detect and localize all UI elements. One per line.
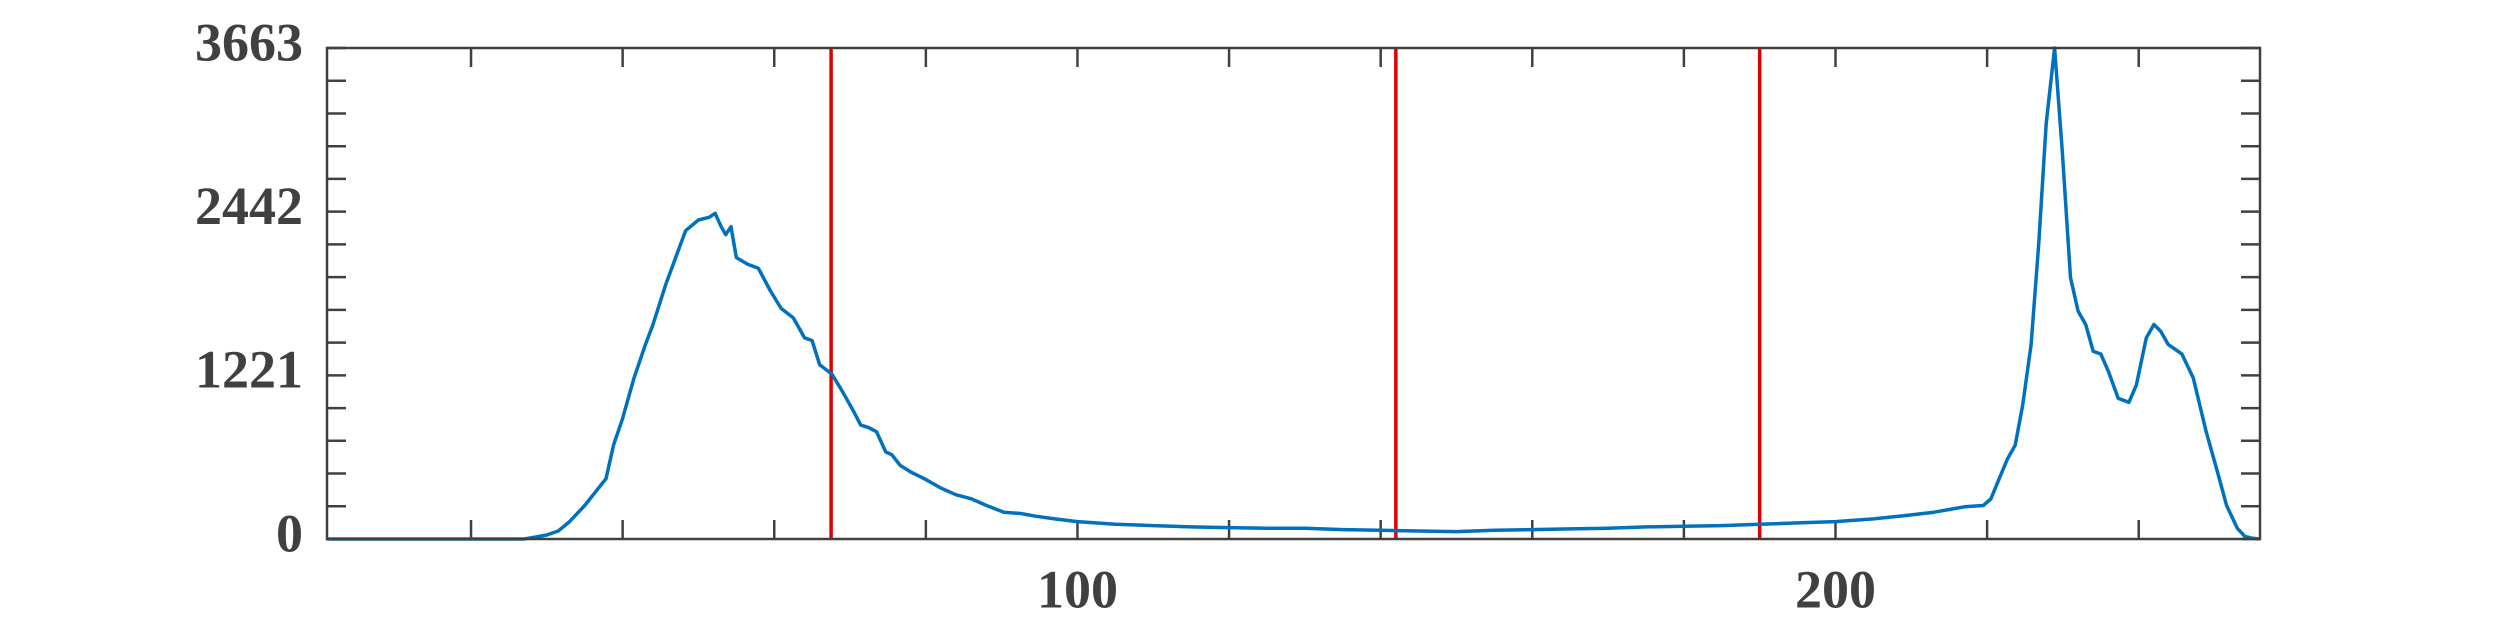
y-tick-label: 2442 <box>195 176 303 236</box>
y-tick-label: 1221 <box>195 340 303 400</box>
y-tick-label: 3663 <box>195 12 303 72</box>
x-tick-label: 100 <box>1037 559 1118 619</box>
y-tick-label: 0 <box>276 503 303 563</box>
plot-frame <box>325 46 2262 541</box>
histogram-line <box>327 46 2261 541</box>
x-tick-label: 200 <box>1795 559 1876 619</box>
